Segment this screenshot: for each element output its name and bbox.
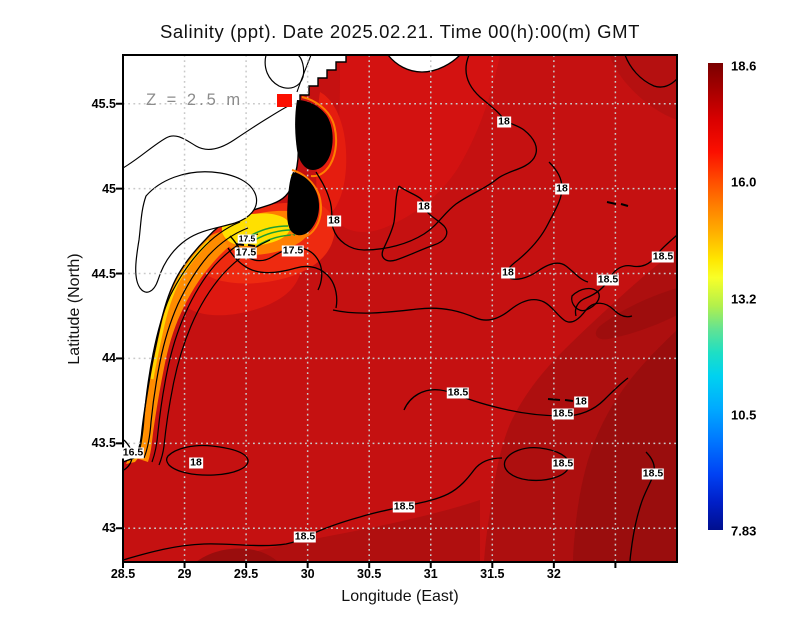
y-tick-label: 43 [102, 521, 116, 536]
contour-label: 17.5 [281, 244, 305, 257]
x-tick-label: 30.5 [357, 567, 382, 581]
contour-label: 18 [501, 266, 515, 279]
contour-label: 18 [417, 200, 431, 213]
delta-north-lobe [264, 55, 305, 89]
y-axis-label: Latitude (North) [66, 253, 83, 365]
land-mass [123, 55, 461, 463]
contour-label: 18 [555, 182, 569, 195]
x-tick-label: 29 [177, 567, 192, 581]
river-branch [296, 55, 312, 93]
axis-ticks [116, 102, 617, 568]
contour-label: 18 [327, 214, 341, 227]
y-tick-label: 44 [102, 351, 116, 366]
x-tick-label: 32 [546, 567, 561, 581]
contour-label: 18.5 [651, 250, 675, 263]
y-tick-label: 44.5 [91, 266, 116, 281]
coastal-contour-bundle [137, 221, 271, 466]
colorbar-tick-label: 7.83 [731, 523, 757, 539]
colorbar-tick-label: 13.2 [731, 291, 757, 306]
contour-label: 18 [189, 456, 203, 469]
colorbar-tick-label: 18.6 [731, 58, 757, 74]
grid-lines [123, 55, 677, 562]
x-tick-label: 31.5 [480, 567, 505, 581]
depth-annotation: Z = 2.5 m [146, 91, 244, 109]
contour-label: 18.5 [596, 273, 620, 286]
contour-label: 17.5 [237, 233, 257, 244]
colorbar [708, 63, 723, 530]
map-area [123, 55, 677, 562]
contour-label: 18 [574, 395, 588, 408]
coastline-north-lobe [387, 55, 461, 73]
y-tick-label: 45.5 [91, 96, 116, 111]
y-tick-label: 43.5 [91, 436, 116, 451]
x-axis-label: Longitude (East) [341, 588, 459, 605]
contour-label: 18.5 [551, 457, 575, 470]
delta-contour-bundle [287, 96, 338, 239]
lagoon-outline [135, 171, 258, 293]
colorbar-tick-label: 10.5 [731, 407, 757, 423]
plot-title: Salinity (ppt). Date 2025.02.21. Time 00… [159, 21, 641, 42]
contour-label: 16.5 [121, 446, 145, 459]
colorbar-tick-label: 16.0 [731, 174, 757, 190]
dashed-contour-fragments [235, 201, 629, 402]
contour-label: 18.5 [446, 386, 470, 399]
delta-red-cell-marker [277, 94, 292, 107]
plot-frame [122, 54, 678, 563]
contour-label: 18 [497, 115, 511, 128]
x-tick-label: 31 [423, 567, 438, 581]
river-branch-2 [123, 103, 293, 169]
contour-label: 18.5 [641, 467, 665, 480]
x-tick-label: 28.5 [110, 567, 136, 581]
contour-label: 17.5 [234, 246, 258, 259]
contour-label: 18.5 [293, 530, 317, 543]
contour-label: 18.5 [392, 500, 416, 513]
x-tick-label: 30 [300, 567, 315, 581]
x-tick-label: 29.5 [233, 567, 259, 581]
contour-label: 18.5 [551, 407, 575, 420]
y-tick-label: 45 [102, 181, 116, 196]
